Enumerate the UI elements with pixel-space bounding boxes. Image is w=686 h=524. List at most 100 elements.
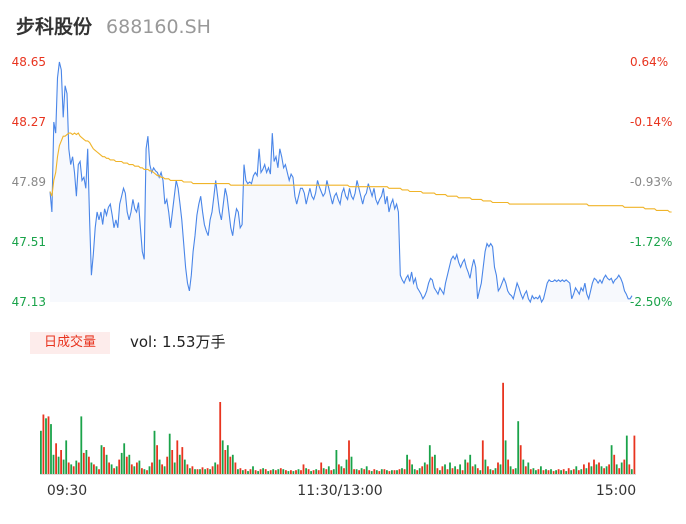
volume-bar xyxy=(406,454,408,474)
volume-bar xyxy=(509,466,512,474)
volume-bar xyxy=(545,469,547,474)
volume-bar xyxy=(444,464,446,474)
volume-bar xyxy=(98,469,100,474)
volume-bar xyxy=(416,470,419,474)
volume-bar xyxy=(295,470,297,474)
volume-bar xyxy=(199,469,201,474)
volume-bar xyxy=(125,456,128,474)
volume-bar xyxy=(67,462,70,474)
stock-code: 688160.SH xyxy=(106,16,211,38)
volume-bar xyxy=(487,466,489,474)
volume-bar xyxy=(514,468,517,474)
volume-bar xyxy=(269,470,272,474)
volume-bar xyxy=(181,447,184,474)
volume-bar xyxy=(540,466,542,474)
volume-bar xyxy=(118,459,121,474)
y-tick-label-left: 48.65 xyxy=(12,55,46,69)
volume-value: vol: 1.53万手 xyxy=(130,333,226,351)
volume-bar xyxy=(441,466,444,474)
volume-bar xyxy=(461,470,464,474)
volume-bar xyxy=(285,470,287,474)
volume-bar xyxy=(257,471,259,474)
volume-bar xyxy=(431,456,434,474)
volume-bar xyxy=(565,471,568,474)
volume-bar xyxy=(552,471,555,474)
volume-bar xyxy=(226,445,229,474)
volume-bar xyxy=(153,430,156,474)
volume-bar xyxy=(176,440,179,474)
volume-bar xyxy=(408,459,411,474)
volume-bar xyxy=(492,470,494,474)
volume-bar xyxy=(519,445,522,474)
volume-bar xyxy=(163,466,166,474)
volume-bar xyxy=(451,468,454,474)
volume-bar xyxy=(396,470,398,474)
volume-bar xyxy=(77,462,80,474)
volume-bar xyxy=(479,470,482,474)
volume-bar xyxy=(504,440,507,474)
price-area xyxy=(50,62,632,302)
volume-bar xyxy=(630,469,633,474)
volume-bar xyxy=(242,470,244,474)
volume-bar xyxy=(474,464,477,474)
volume-bar xyxy=(330,470,333,474)
volume-bar xyxy=(229,456,232,474)
volume-bar xyxy=(327,466,330,474)
volume-bar xyxy=(512,469,515,474)
volume-bar xyxy=(156,445,158,474)
volume-bar xyxy=(186,464,189,474)
volume-bar xyxy=(173,462,176,474)
volume-bar xyxy=(138,460,141,474)
volume-bar xyxy=(623,459,626,474)
volume-bar xyxy=(50,424,52,474)
volume-bar xyxy=(237,469,239,474)
volume-bar xyxy=(282,469,285,474)
volume-bar xyxy=(560,470,562,474)
price-chart: 48.65 0.64% 48.27 -0.14% 47.89 -0.93% 47.51 -1.… xyxy=(12,55,673,309)
avg-price-line xyxy=(49,132,672,213)
volume-bar xyxy=(446,469,449,474)
volume-bar xyxy=(82,452,85,474)
volume-bar xyxy=(290,470,292,474)
y-tick-label-left: 48.27 xyxy=(12,115,46,129)
volume-bar xyxy=(47,416,50,474)
volume-bar xyxy=(605,466,608,474)
volume-bar xyxy=(239,468,242,474)
volume-bar xyxy=(618,468,621,474)
volume-bar xyxy=(90,462,93,474)
volume-bar xyxy=(401,468,403,474)
volume-bar xyxy=(363,469,366,474)
volume-bar xyxy=(570,470,573,474)
volume-bar xyxy=(264,469,267,474)
volume-bar xyxy=(562,469,565,474)
volume-bar xyxy=(115,466,118,474)
volume-bar xyxy=(527,462,530,474)
volume-bar xyxy=(103,447,105,474)
volume-bar xyxy=(603,468,605,474)
volume-bar xyxy=(343,468,345,474)
volume-bar xyxy=(292,471,295,474)
volume-bar xyxy=(247,471,249,474)
volume-bar xyxy=(426,464,429,474)
volume-bar xyxy=(375,470,378,474)
volume-bar xyxy=(85,450,88,474)
volume-bar xyxy=(128,454,131,474)
volume-bar xyxy=(494,468,497,474)
volume-bar xyxy=(305,468,307,474)
stock-name: 步科股份 xyxy=(16,16,93,38)
volume-bar xyxy=(633,435,636,474)
volume-bar xyxy=(62,459,65,474)
volume-bar xyxy=(209,469,211,474)
volume-bar xyxy=(171,450,174,474)
x-tick-label: 11:30/13:00 xyxy=(297,483,382,499)
volume-bar xyxy=(345,459,348,474)
volume-bar xyxy=(421,466,424,474)
volume-bar xyxy=(168,433,171,474)
y-tick-label-right: -2.50% xyxy=(630,295,672,309)
volume-bar xyxy=(517,421,520,474)
volume-bar xyxy=(413,469,416,474)
volume-bar xyxy=(211,466,214,474)
volume-bar xyxy=(567,468,570,474)
y-tick-label-right: -1.72% xyxy=(630,235,672,249)
volume-bar xyxy=(196,469,199,474)
